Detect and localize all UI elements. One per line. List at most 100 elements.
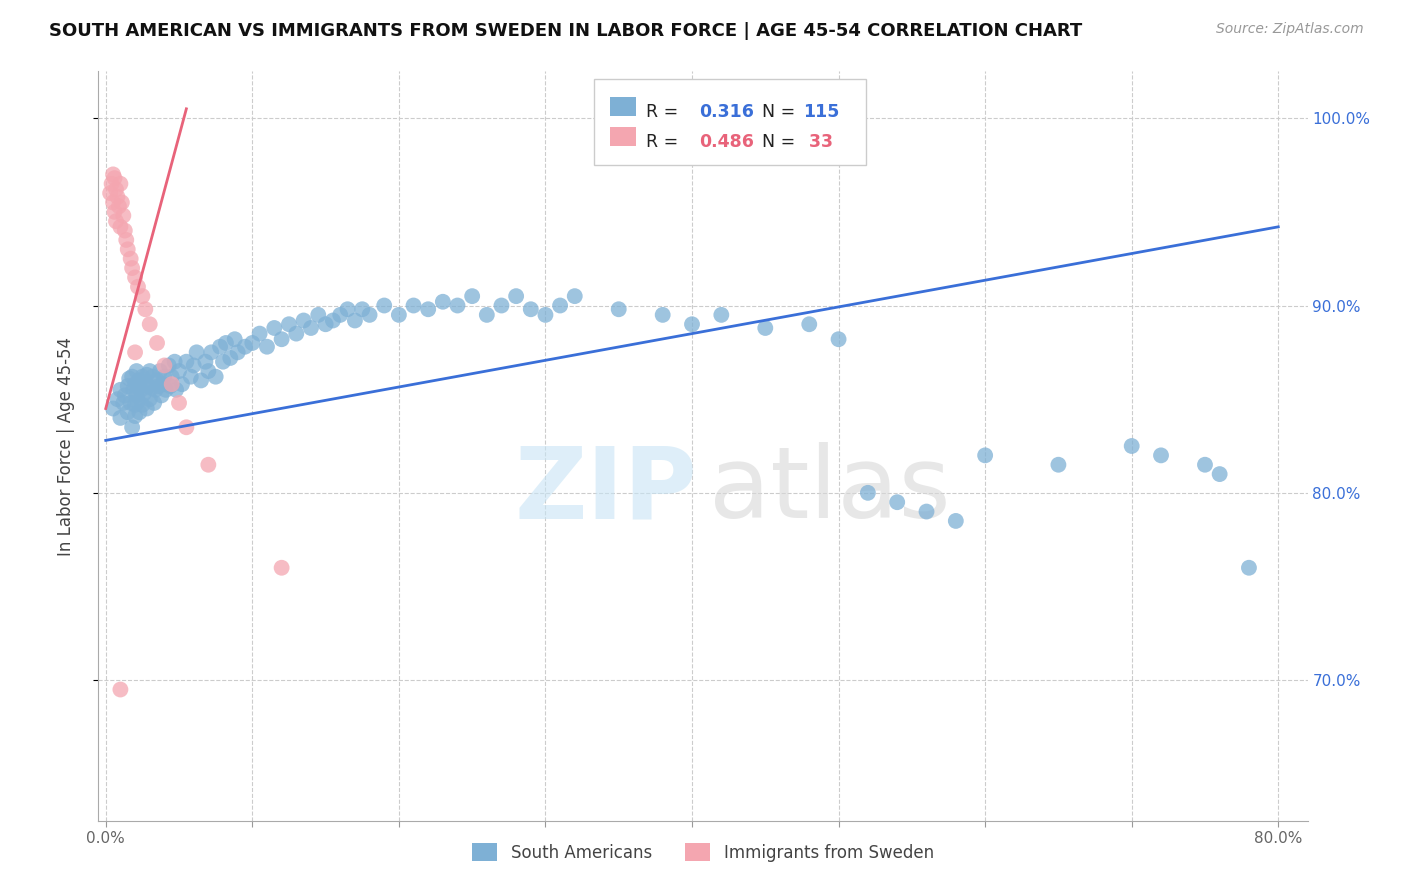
- Point: [129, 383, 152, 397]
- Point: [143, 396, 166, 410]
- Text: Source: ZipAtlas.com: Source: ZipAtlas.com: [1216, 22, 1364, 37]
- Point: [491, 298, 513, 313]
- Point: [1237, 561, 1260, 575]
- Legend: South Americans, Immigrants from Sweden: South Americans, Immigrants from Sweden: [465, 837, 941, 869]
- Text: 115: 115: [803, 103, 839, 120]
- Point: [799, 317, 821, 331]
- Point: [111, 195, 134, 210]
- Point: [607, 302, 630, 317]
- Point: [710, 308, 733, 322]
- Point: [117, 405, 139, 419]
- Point: [146, 374, 169, 388]
- Point: [127, 381, 149, 395]
- Point: [157, 359, 180, 373]
- Point: [651, 308, 673, 322]
- Point: [475, 308, 498, 322]
- Point: [138, 392, 160, 407]
- Point: [155, 383, 177, 397]
- Point: [146, 336, 169, 351]
- Point: [101, 401, 124, 416]
- Point: [98, 186, 121, 201]
- Point: [105, 182, 128, 196]
- Point: [209, 340, 232, 354]
- Point: [167, 364, 190, 378]
- Point: [131, 289, 153, 303]
- Point: [270, 561, 292, 575]
- Point: [136, 379, 159, 393]
- Point: [160, 377, 183, 392]
- Point: [110, 177, 132, 191]
- Point: [534, 308, 557, 322]
- Point: [564, 289, 586, 303]
- Point: [122, 383, 145, 397]
- Point: [249, 326, 271, 341]
- Point: [107, 190, 129, 204]
- Point: [131, 398, 153, 412]
- Point: [138, 364, 160, 378]
- Point: [1121, 439, 1143, 453]
- Point: [103, 171, 125, 186]
- Point: [107, 392, 129, 407]
- Point: [681, 317, 703, 331]
- Point: [132, 386, 155, 401]
- Point: [124, 345, 146, 359]
- FancyBboxPatch shape: [610, 97, 637, 116]
- Point: [974, 449, 997, 463]
- Text: 0.486: 0.486: [699, 133, 754, 151]
- Point: [307, 308, 329, 322]
- Point: [461, 289, 484, 303]
- Point: [224, 332, 246, 346]
- Point: [418, 302, 440, 317]
- Text: 0.316: 0.316: [699, 103, 754, 120]
- Text: atlas: atlas: [709, 442, 950, 540]
- Point: [110, 383, 132, 397]
- Point: [256, 340, 278, 354]
- Point: [233, 340, 256, 354]
- Point: [1150, 449, 1173, 463]
- Point: [915, 505, 938, 519]
- Point: [194, 355, 217, 369]
- Point: [128, 405, 150, 419]
- Point: [148, 379, 170, 393]
- Point: [505, 289, 527, 303]
- Point: [263, 321, 285, 335]
- Point: [134, 302, 156, 317]
- Point: [520, 302, 543, 317]
- Point: [176, 355, 198, 369]
- Point: [124, 409, 146, 423]
- Point: [315, 317, 337, 331]
- Point: [142, 369, 165, 384]
- Point: [200, 345, 222, 359]
- Point: [112, 209, 135, 223]
- Point: [856, 485, 879, 500]
- Point: [240, 336, 263, 351]
- Point: [121, 420, 143, 434]
- Point: [329, 308, 352, 322]
- Text: 33: 33: [803, 133, 834, 151]
- Point: [446, 298, 468, 313]
- Point: [115, 233, 138, 247]
- Point: [108, 199, 131, 213]
- Y-axis label: In Labor Force | Age 45-54: In Labor Force | Age 45-54: [56, 336, 75, 556]
- Text: N =: N =: [751, 103, 801, 120]
- Point: [128, 374, 150, 388]
- Point: [180, 369, 202, 384]
- Point: [114, 224, 136, 238]
- Point: [125, 364, 148, 378]
- Point: [270, 332, 292, 346]
- Point: [352, 302, 374, 317]
- Point: [121, 261, 143, 276]
- Point: [138, 317, 160, 331]
- Text: R =: R =: [647, 133, 683, 151]
- Point: [336, 302, 359, 317]
- Text: R =: R =: [647, 103, 683, 120]
- FancyBboxPatch shape: [595, 78, 866, 165]
- Point: [117, 379, 139, 393]
- Point: [285, 326, 308, 341]
- Point: [110, 219, 132, 234]
- Point: [343, 313, 366, 327]
- Point: [322, 313, 344, 327]
- Point: [215, 336, 238, 351]
- Point: [160, 369, 183, 384]
- Point: [118, 371, 141, 385]
